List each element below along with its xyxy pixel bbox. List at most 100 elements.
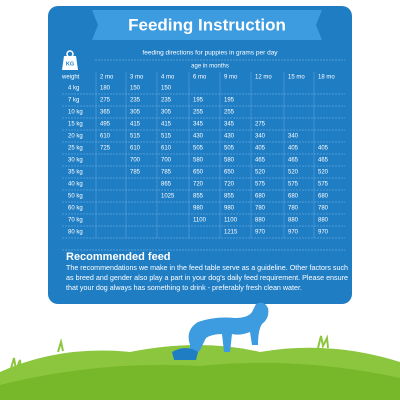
cell: 520 [318, 170, 329, 176]
cell: 680 [255, 194, 266, 200]
column-header: 9 mo [224, 75, 238, 81]
cell: 780 [318, 206, 329, 212]
cell: 340 [255, 134, 266, 140]
cell: 865 [161, 182, 172, 188]
row-label: 50 kg [68, 194, 83, 200]
cell: 345 [193, 122, 204, 128]
grass-blades [9, 334, 329, 374]
cell: 340 [288, 134, 299, 140]
cell: 880 [318, 218, 329, 224]
recommend-title: Recommended feed [66, 251, 171, 263]
cell: 725 [100, 146, 111, 152]
bowl [172, 348, 198, 360]
cell: 515 [161, 134, 172, 140]
cell: 430 [224, 134, 235, 140]
cell: 1100 [193, 218, 207, 224]
recommend-line: as breed and gender also play a part in … [66, 273, 348, 282]
cell: 465 [255, 158, 266, 164]
recommend-line: The recommendations we make in the feed … [66, 263, 348, 272]
cell: 255 [224, 110, 235, 116]
column-header: 6 mo [193, 75, 207, 81]
dog [188, 302, 269, 354]
cell: 150 [161, 86, 172, 92]
row-label: 10 kg [68, 110, 83, 116]
cell: 465 [288, 158, 299, 164]
cell: 465 [318, 158, 329, 164]
cell: 610 [130, 146, 141, 152]
recommend-text: The recommendations we make in the feed … [66, 263, 348, 292]
cell: 195 [193, 98, 204, 104]
cell: 405 [255, 146, 266, 152]
cell: 720 [224, 182, 235, 188]
cell: 780 [288, 206, 299, 212]
cell: 405 [288, 146, 299, 152]
cell: 365 [100, 110, 111, 116]
cell: 970 [318, 230, 329, 236]
cell: 235 [161, 98, 172, 104]
row-label: 80 kg [68, 230, 83, 236]
column-header: 18 mo [318, 75, 335, 81]
cell: 610 [100, 134, 111, 140]
cell: 505 [193, 146, 204, 152]
recommend-line: that your dog always has something to dr… [66, 283, 302, 292]
column-header: 4 mo [161, 75, 175, 81]
row-label: 60 kg [68, 206, 83, 212]
cell: 880 [255, 218, 266, 224]
cell: 720 [193, 182, 204, 188]
kg-icon [62, 56, 78, 70]
cell: 580 [193, 158, 204, 164]
cell: 255 [193, 110, 204, 116]
cell: 415 [161, 122, 172, 128]
cell: 405 [318, 146, 329, 152]
row-label: 40 kg [68, 182, 83, 188]
cell: 580 [224, 158, 235, 164]
cell: 575 [288, 182, 299, 188]
column-header: 12 mo [255, 75, 272, 81]
cell: 610 [161, 146, 172, 152]
cell: 575 [318, 182, 329, 188]
cell: 650 [224, 170, 235, 176]
row-label: 70 kg [68, 218, 83, 224]
feed-table: weight 2 mo 3 mo 4 mo 6 mo 9 mo 12 mo 15 mo 18 m… [61, 72, 345, 239]
cell: 275 [100, 98, 111, 104]
cell: 345 [224, 122, 235, 128]
cell: 700 [130, 158, 141, 164]
cell: 970 [288, 230, 299, 236]
cell: 1215 [224, 230, 238, 236]
row-label: 7 kg [68, 98, 79, 104]
column-header: 15 mo [288, 75, 305, 81]
kg-icon-ring [66, 50, 74, 58]
cell: 505 [224, 146, 235, 152]
cell: 150 [130, 86, 141, 92]
cell: 700 [161, 158, 172, 164]
cell: 980 [193, 206, 204, 212]
cell: 680 [318, 194, 329, 200]
row-label: 20 kg [68, 134, 83, 140]
cell: 880 [288, 218, 299, 224]
cell: 275 [255, 122, 266, 128]
row-label: 25 kg [68, 146, 83, 152]
column-header: weight [61, 75, 80, 81]
cell: 195 [224, 98, 235, 104]
cell: 855 [193, 194, 204, 200]
column-header: 2 mo [100, 75, 114, 81]
cell: 1025 [161, 194, 175, 200]
cell: 495 [100, 122, 111, 128]
cell: 650 [193, 170, 204, 176]
cell: 785 [130, 170, 141, 176]
cell: 515 [130, 134, 141, 140]
cell: 970 [255, 230, 266, 236]
age-label: age in months [191, 64, 229, 70]
cell: 520 [288, 170, 299, 176]
row-label: 4 kg [68, 86, 79, 92]
title-banner [92, 10, 322, 40]
cell: 305 [161, 110, 172, 116]
column-header: 3 mo [130, 75, 144, 81]
cell: 575 [255, 182, 266, 188]
cell: 430 [193, 134, 204, 140]
cell: 1100 [224, 218, 238, 224]
cell: 780 [255, 206, 266, 212]
panel [48, 6, 352, 304]
cell: 305 [130, 110, 141, 116]
